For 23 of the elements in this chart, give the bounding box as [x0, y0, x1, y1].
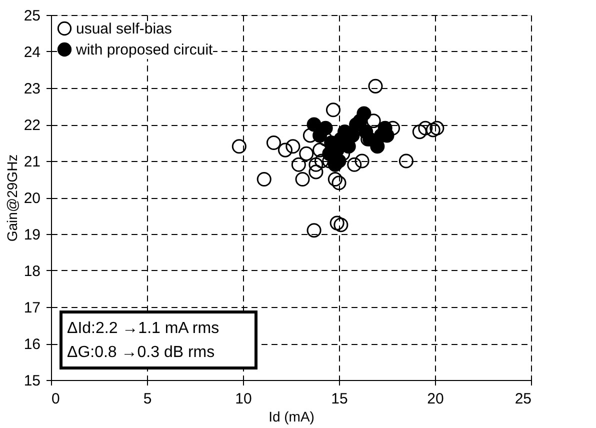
- y-tick-label: 16: [24, 336, 40, 353]
- x-tick-label: 25: [514, 390, 532, 408]
- y-tick-label: 24: [24, 44, 40, 61]
- y-tick-label: 17: [24, 300, 40, 316]
- y-tick-label: 18: [24, 263, 40, 280]
- y-tick-label: 21: [24, 154, 40, 170]
- y-tick-label: 23: [24, 80, 40, 98]
- y-tick-label: 15: [24, 372, 40, 390]
- x-tick-label: 20: [427, 390, 444, 408]
- x-tick-label: 5: [143, 390, 152, 408]
- x-tick-label: 10: [235, 390, 252, 408]
- annotation: ΔId:2.2 →1.1 mA rms: [67, 320, 220, 337]
- y-tick-label: 20: [24, 190, 40, 207]
- y-axis-title: Gain@29GHz: [4, 154, 20, 242]
- legend-label: with proposed circuit: [75, 42, 214, 58]
- legend-label: usual self-bias: [76, 20, 172, 38]
- y-tick-label: 19: [24, 226, 40, 244]
- y-tick-label: 25: [24, 8, 40, 24]
- x-tick-label: 0: [52, 390, 60, 408]
- y-tick-label: 22: [24, 117, 40, 134]
- x-tick-label: 15: [331, 390, 348, 408]
- annotation: ΔG:0.8 →0.3 dB rms: [67, 344, 215, 361]
- x-axis-title: Id (mA): [268, 408, 314, 424]
